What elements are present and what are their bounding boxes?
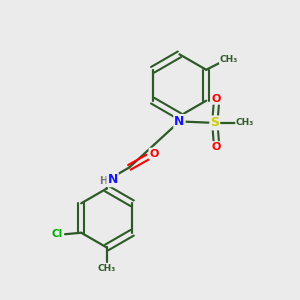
Text: CH₃: CH₃: [236, 118, 254, 127]
Text: O: O: [212, 142, 221, 152]
Text: O: O: [212, 94, 221, 104]
Text: S: S: [210, 116, 219, 129]
Text: N: N: [174, 115, 184, 128]
Text: N: N: [107, 173, 118, 186]
Text: CH₃: CH₃: [220, 55, 238, 64]
Text: CH₃: CH₃: [98, 264, 116, 273]
Text: Cl: Cl: [51, 229, 62, 239]
Text: H: H: [99, 176, 107, 186]
Text: O: O: [149, 148, 159, 158]
